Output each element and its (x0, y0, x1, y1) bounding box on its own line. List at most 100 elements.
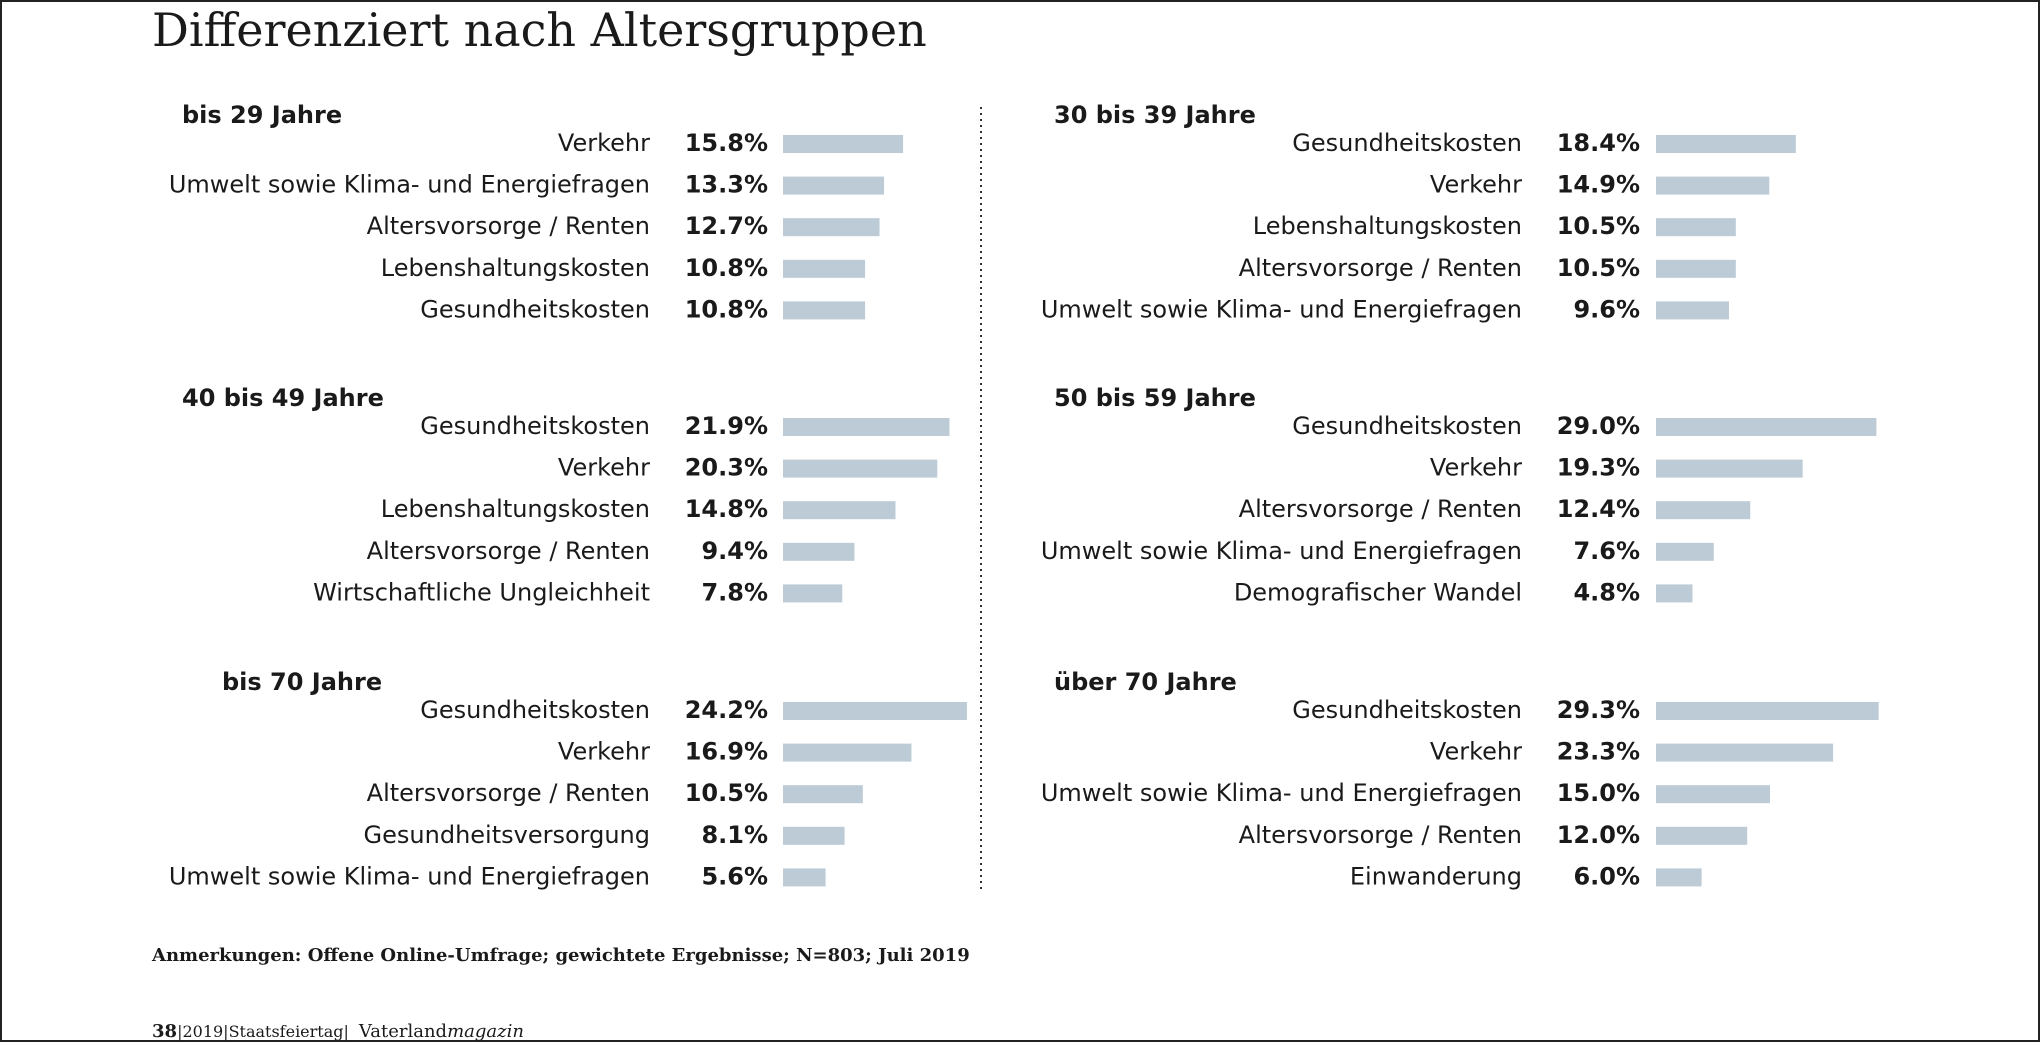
group-title: bis 29 Jahre (182, 101, 342, 129)
group-title: 50 bis 59 Jahre (1054, 384, 1256, 412)
bar (783, 218, 880, 237)
group-title: 40 bis 49 Jahre (182, 384, 384, 412)
value-label: 6.0% (1573, 862, 1640, 890)
bar (783, 176, 885, 195)
bar (1656, 868, 1702, 887)
category-label: Verkehr (558, 454, 650, 482)
value-label: 5.6% (701, 862, 768, 890)
bar (1656, 743, 1834, 762)
value-label: 14.9% (1557, 171, 1640, 199)
bar (783, 301, 866, 320)
category-label: Umwelt sowie Klima- und Energiefragen (169, 862, 650, 890)
bar (1656, 259, 1736, 278)
category-label: Gesundheitskosten (1292, 129, 1522, 157)
bar (1656, 826, 1748, 845)
footer: 38|2019|Staatsfeiertag| Vaterlandmagazin (152, 1021, 524, 1042)
group-title: 30 bis 39 Jahre (1054, 101, 1256, 129)
value-label: 7.6% (1573, 537, 1640, 565)
category-label: Altersvorsorge / Renten (367, 537, 650, 565)
category-label: Altersvorsorge / Renten (1239, 254, 1522, 282)
category-label: Lebenshaltungskosten (381, 495, 650, 523)
value-label: 29.0% (1557, 412, 1640, 440)
bar (1656, 702, 1879, 720)
category-label: Verkehr (1430, 171, 1522, 199)
bar (783, 743, 912, 762)
value-label: 10.5% (685, 779, 768, 807)
note: Anmerkungen: Offene Online-Umfrage; gewi… (151, 945, 970, 966)
value-label: 10.5% (1557, 212, 1640, 240)
value-label: 23.3% (1557, 738, 1640, 766)
page-number: 38 (152, 1021, 177, 1042)
bar (783, 501, 896, 520)
value-label: 18.4% (1557, 129, 1640, 157)
bar (783, 785, 863, 804)
category-label: Verkehr (1430, 454, 1522, 482)
value-label: 24.2% (685, 696, 768, 724)
value-label: 16.9% (685, 738, 768, 766)
issue: |2019|Staatsfeiertag| (177, 1022, 349, 1041)
value-label: 7.8% (701, 578, 768, 606)
category-label: Umwelt sowie Klima- und Energiefragen (1041, 537, 1522, 565)
category-label: Gesundheitsversorgung (364, 821, 650, 849)
value-label: 15.0% (1557, 779, 1640, 807)
bar (783, 459, 938, 478)
category-label: Lebenshaltungskosten (1253, 212, 1522, 240)
category-label: Wirtschaftliche Ungleichheit (313, 578, 650, 606)
category-label: Demografischer Wandel (1234, 578, 1522, 606)
value-label: 12.4% (1557, 495, 1640, 523)
value-label: 10.8% (685, 295, 768, 323)
value-label: 29.3% (1557, 696, 1640, 724)
value-label: 8.1% (701, 821, 768, 849)
bar (1656, 301, 1729, 320)
bar (783, 418, 950, 436)
bar (783, 135, 904, 153)
group-title: bis 70 Jahre (222, 668, 382, 696)
value-label: 10.8% (685, 254, 768, 282)
category-label: Altersvorsorge / Renten (367, 212, 650, 240)
bar (783, 826, 845, 845)
category-label: Umwelt sowie Klima- und Energiefragen (1041, 779, 1522, 807)
bar (1656, 785, 1770, 804)
category-label: Gesundheitskosten (420, 412, 650, 440)
category-label: Einwanderung (1350, 862, 1522, 890)
category-label: Gesundheitskosten (420, 295, 650, 323)
bar (1656, 501, 1751, 520)
bar (783, 259, 866, 278)
bar (783, 702, 967, 720)
category-label: Gesundheitskosten (420, 696, 650, 724)
value-label: 19.3% (1557, 454, 1640, 482)
value-label: 10.5% (1557, 254, 1640, 282)
bar (783, 584, 843, 603)
category-label: Umwelt sowie Klima- und Energiefragen (169, 171, 650, 199)
brand: Vaterland (358, 1021, 447, 1042)
bar (1656, 218, 1736, 237)
value-label: 14.8% (685, 495, 768, 523)
bar (1656, 135, 1796, 153)
category-label: Verkehr (558, 129, 650, 157)
brand-suffix: magazin (447, 1021, 524, 1042)
category-label: Verkehr (1430, 738, 1522, 766)
bar (1656, 459, 1803, 478)
value-label: 21.9% (685, 412, 768, 440)
group-title: über 70 Jahre (1054, 668, 1237, 696)
value-label: 9.4% (701, 537, 768, 565)
bar (1656, 418, 1877, 436)
category-label: Altersvorsorge / Renten (367, 779, 650, 807)
value-label: 15.8% (685, 129, 768, 157)
category-label: Umwelt sowie Klima- und Energiefragen (1041, 295, 1522, 323)
category-label: Altersvorsorge / Renten (1239, 495, 1522, 523)
bar (1656, 584, 1693, 603)
category-label: Verkehr (558, 738, 650, 766)
value-label: 20.3% (685, 454, 768, 482)
bar (783, 542, 855, 561)
bar (1656, 542, 1714, 561)
value-label: 4.8% (1573, 578, 1640, 606)
value-label: 12.7% (685, 212, 768, 240)
category-label: Gesundheitskosten (1292, 696, 1522, 724)
page-title: Differenziert nach Altersgruppen (152, 3, 927, 57)
category-label: Lebenshaltungskosten (381, 254, 650, 282)
category-label: Altersvorsorge / Renten (1239, 821, 1522, 849)
value-label: 13.3% (685, 171, 768, 199)
